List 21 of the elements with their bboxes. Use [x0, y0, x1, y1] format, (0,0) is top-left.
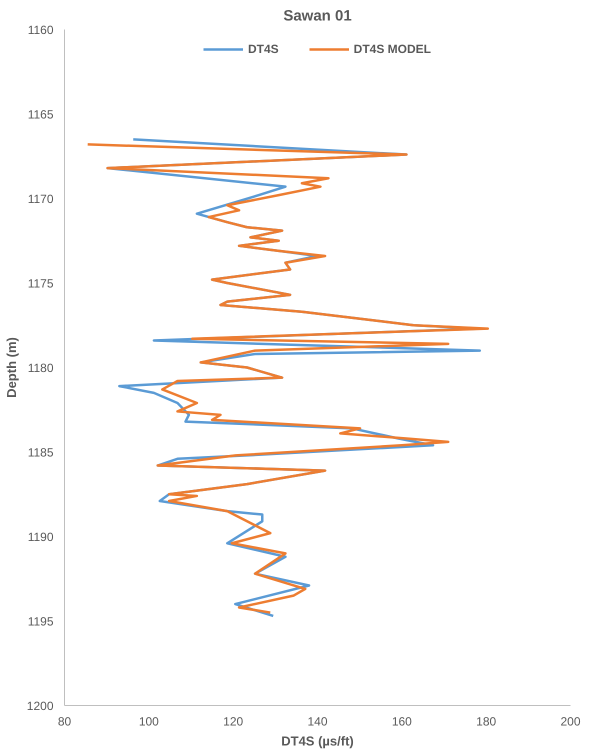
legend-label: DT4S	[248, 42, 279, 56]
x-tick-label: 160	[392, 714, 412, 728]
chart-title: Sawan 01	[283, 8, 352, 24]
x-tick-label: 140	[307, 714, 328, 728]
legend-label: DT4S MODEL	[354, 42, 432, 56]
y-axis-title: Depth (m)	[4, 337, 19, 398]
y-tick-label: 1185	[28, 446, 54, 460]
x-tick-label: 180	[476, 714, 497, 728]
y-tick-label: 1175	[28, 276, 54, 290]
y-tick-label: 1160	[28, 23, 54, 37]
x-tick-label: 200	[560, 714, 581, 728]
x-axis-title: DT4S (µs/ft)	[281, 734, 354, 748]
x-tick-label: 100	[138, 714, 160, 728]
y-tick-label: 1200	[26, 699, 54, 713]
y-tick-label: 1165	[28, 108, 54, 122]
x-tick-label: 80	[58, 714, 72, 728]
y-tick-label: 1195	[28, 614, 54, 628]
y-tick-label: 1180	[28, 361, 54, 375]
y-tick-label: 1190	[28, 530, 54, 544]
x-tick-label: 120	[223, 714, 244, 728]
y-tick-label: 1170	[28, 192, 54, 206]
